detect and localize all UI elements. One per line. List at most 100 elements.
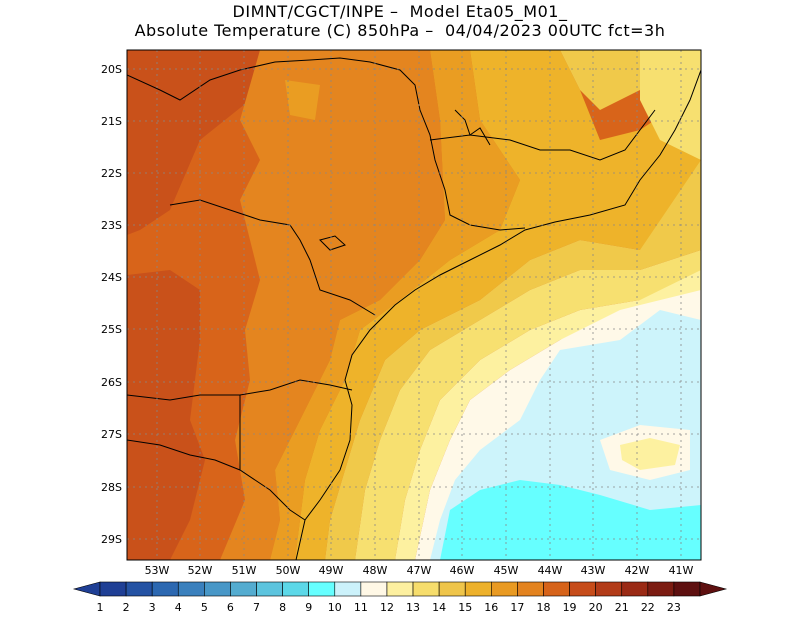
colorbar-label: 12	[380, 601, 394, 614]
coastline	[295, 69, 701, 560]
colorbar-swatch	[308, 581, 336, 597]
lat-label: 27S	[101, 428, 122, 441]
colorbar-label: 13	[406, 601, 420, 614]
field-t14	[325, 160, 701, 560]
colorbar-swatch	[230, 581, 257, 597]
field-t19-north	[127, 50, 260, 235]
colorbar-label: 18	[536, 601, 550, 614]
colorbar-swatch	[464, 581, 492, 597]
coastline-borders	[127, 57, 701, 560]
lon-label: 42W	[625, 564, 650, 577]
field-t15	[295, 50, 701, 560]
lat-label: 28S	[101, 481, 122, 494]
colorbar-label: 7	[253, 601, 260, 614]
colorbar-label: 6	[227, 601, 234, 614]
colorbar-label: 10	[328, 601, 342, 614]
colorbar-label: 1	[97, 601, 104, 614]
field-t17	[220, 50, 445, 560]
lat-label: 26S	[101, 376, 122, 389]
colorbar-label: 14	[432, 601, 446, 614]
state-border-sp-mg	[127, 57, 526, 231]
colorbar-label: 5	[201, 601, 208, 614]
lon-label: 43W	[581, 564, 606, 577]
lat-label: 22S	[101, 167, 122, 180]
state-border-pr-sc	[127, 379, 353, 401]
map-title-line1: DIMNT/CGCT/INPE – Model Eta05_M01_	[232, 2, 568, 21]
field-t13	[355, 250, 701, 560]
field-t12-pocket	[620, 438, 680, 470]
colorbar-swatch	[282, 581, 309, 597]
colorbar-swatch	[412, 581, 440, 597]
colorbar: 1 2 3 4 5 6 7 8 9 10 11 12 13 14 15 16 17 18 19 20 21 22 23	[72, 581, 728, 614]
colorbar-swatch	[99, 581, 127, 597]
map-title-line2: Absolute Temperature (C) 850hPa – 04/04/…	[134, 21, 666, 40]
state-border-pr-sp	[169, 199, 376, 316]
colorbar-swatch	[569, 581, 596, 597]
colorbar-swatch	[360, 581, 388, 597]
colorbar-left-arrow	[72, 581, 101, 597]
colorbar-swatch	[334, 581, 362, 597]
field-t13-north	[640, 50, 701, 160]
colorbar-swatch	[647, 581, 675, 597]
longitude-labels: 53W 52W 51W 50W 49W 48W 47W 46W 45W 44W …	[145, 564, 694, 577]
colorbar-label: 3	[149, 601, 156, 614]
temperature-field	[127, 50, 701, 560]
colorbar-label: 21	[615, 601, 629, 614]
colorbar-label: 19	[563, 601, 577, 614]
lon-label: 48W	[363, 564, 388, 577]
field-t14-north	[560, 50, 640, 110]
colorbar-label: 20	[589, 601, 603, 614]
colorbar-swatch	[204, 581, 231, 597]
state-border-sc-rs	[127, 439, 306, 521]
lat-label: 25S	[101, 323, 122, 336]
colorbar-swatch	[673, 581, 701, 597]
colorbar-swatch	[151, 581, 179, 597]
colorbar-label: 16	[484, 601, 498, 614]
lon-label: 41W	[669, 564, 694, 577]
colorbar-label: 11	[354, 601, 368, 614]
lon-label: 52W	[188, 564, 213, 577]
lat-label: 29S	[101, 533, 122, 546]
grid-lines	[127, 50, 701, 560]
lon-label: 50W	[276, 564, 301, 577]
state-border-mg-rj	[429, 109, 656, 161]
colorbar-label: 15	[458, 601, 472, 614]
lon-label: 45W	[494, 564, 519, 577]
colorbar-swatch	[177, 581, 205, 597]
colorbar-right-arrow	[699, 581, 728, 597]
reservoir-outline	[319, 235, 346, 251]
colorbar-swatch	[438, 581, 466, 597]
colorbar-label: 9	[305, 601, 312, 614]
lon-label: 44W	[538, 564, 563, 577]
colorbar-label: 4	[175, 601, 182, 614]
latitude-labels: 20S 21S 22S 23S 24S 25S 26S 27S 28S 29S	[101, 63, 122, 546]
lat-label: 20S	[101, 63, 122, 76]
colorbar-swatch	[256, 581, 283, 597]
lat-label: 21S	[101, 115, 122, 128]
field-t9	[440, 480, 701, 560]
colorbar-swatch	[595, 581, 623, 597]
lon-label: 47W	[407, 564, 432, 577]
colorbar-label: 2	[123, 601, 130, 614]
colorbar-swatch	[621, 581, 649, 597]
lat-label: 24S	[101, 271, 122, 284]
colorbar-label: 8	[279, 601, 286, 614]
field-t19-south	[127, 270, 205, 560]
lon-label: 46W	[450, 564, 475, 577]
colorbar-label: 23	[667, 601, 681, 614]
lon-label: 53W	[145, 564, 170, 577]
colorbar-label: 22	[641, 601, 655, 614]
map-frame	[126, 49, 702, 561]
lon-label: 51W	[232, 564, 257, 577]
lon-label: 49W	[319, 564, 344, 577]
colorbar-swatch	[386, 581, 414, 597]
colorbar-swatch	[517, 581, 544, 597]
lat-label: 23S	[101, 219, 122, 232]
colorbar-swatch	[543, 581, 570, 597]
colorbar-label: 17	[510, 601, 524, 614]
colorbar-swatch	[125, 581, 153, 597]
field-t16	[270, 50, 520, 560]
colorbar-swatch	[491, 581, 518, 597]
field-t16-patch	[285, 80, 320, 120]
